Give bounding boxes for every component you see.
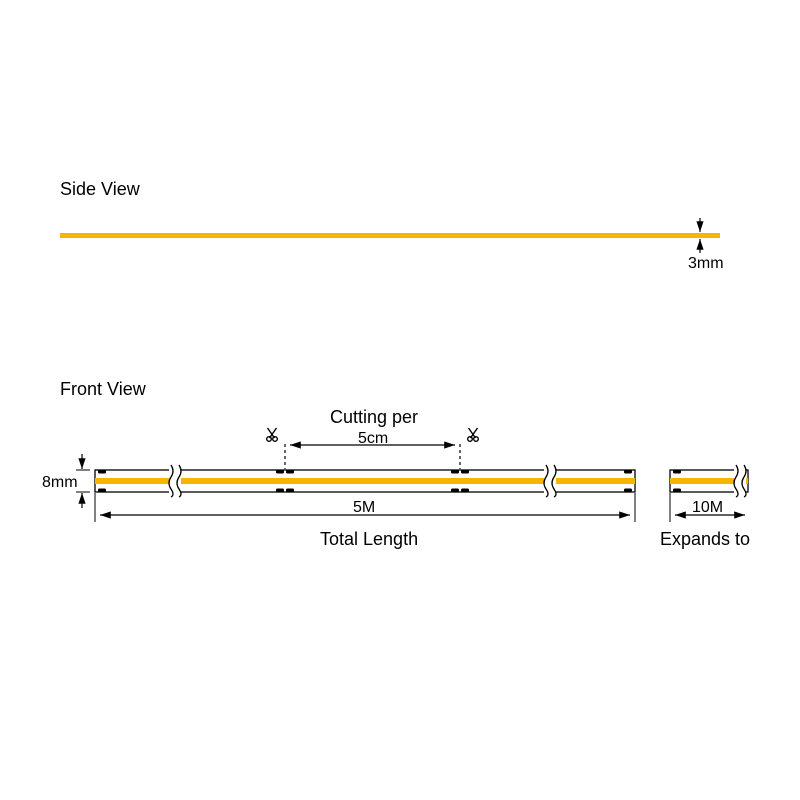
scissors-icon-left (267, 428, 278, 441)
width-dimension: 8mm (42, 454, 90, 508)
side-view-strip (60, 233, 720, 238)
cutting-per-label: Cutting per (330, 407, 418, 427)
total-length-label: Total Length (320, 529, 418, 549)
break-mark-1 (169, 465, 181, 497)
thickness-dimension: 3mm (688, 218, 724, 272)
expands-value: 10M (692, 499, 723, 516)
total-length-dimension: 5M Total Length (95, 493, 635, 549)
break-mark-2 (544, 465, 556, 497)
thickness-label: 3mm (688, 255, 724, 272)
expands-to-label: Expands to (660, 529, 750, 549)
expands-dimension: 10M Expands to (660, 493, 750, 549)
width-label: 8mm (42, 474, 78, 491)
side-view-title: Side View (60, 179, 141, 199)
front-view-title: Front View (60, 379, 147, 399)
front-strip-main (95, 465, 635, 497)
total-length-value: 5M (353, 499, 375, 516)
scissors-icon-right (468, 428, 479, 441)
cutting-dimension: Cutting per 5cm (267, 407, 479, 469)
break-mark-3 (734, 465, 746, 497)
front-strip-extension (670, 465, 748, 497)
dimension-diagram: Side View 3mm Front View 8mm (0, 0, 800, 800)
cut-value-label: 5cm (358, 430, 388, 447)
